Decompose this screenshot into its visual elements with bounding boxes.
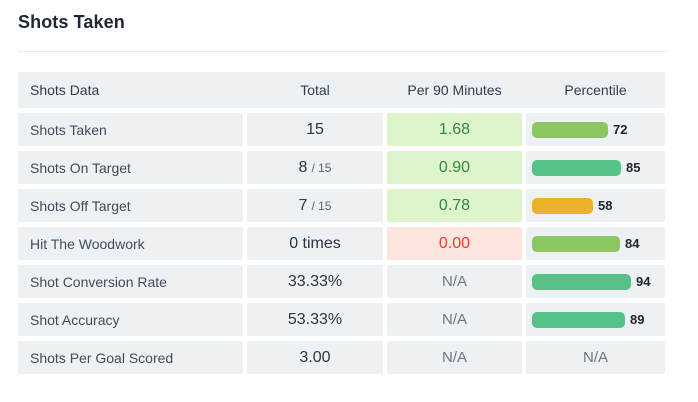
page-title: Shots Taken [18,12,125,32]
percentile-value: 94 [636,274,651,289]
table-row: Shot Conversion Rate 33.33% N/A 94 [18,265,665,298]
total-value: 3.00 [247,341,383,374]
table-row: Shots Off Target 7 / 15 0.78 58 [18,189,665,222]
total-value: 8 / 15 [247,151,383,184]
table-row: Shot Accuracy 53.33% N/A 89 [18,303,665,336]
total-main-value: 33.33% [287,272,343,290]
percentile-cell: 84 [526,227,665,260]
percentile-value: 84 [625,236,640,251]
total-main-value: 15 [306,120,324,138]
table-row: Shots Taken 15 1.68 72 [18,113,665,146]
stat-label: Shots Taken [18,113,243,146]
col-header-shots-data: Shots Data [30,82,100,98]
percentile-bar [532,235,620,252]
shots-widget: Shots Taken Shots Data Total Per 90 Minu… [18,12,667,374]
percentile-bar [532,159,621,176]
percentile-na-value: N/A [582,349,608,366]
table-row: Hit The Woodwork 0 times 0.00 84 [18,227,665,260]
per-90-value: N/A [387,303,522,336]
percentile-cell: N/A [526,341,665,374]
stat-label: Shots Off Target [18,189,243,222]
percentile-cell: 89 [526,303,665,336]
percentile-bar [532,311,625,328]
table-row: Shots On Target 8 / 15 0.90 85 [18,151,665,184]
col-header-per-90-minutes: Per 90 Minutes [407,82,502,98]
percentile-cell: 94 [526,265,665,298]
stat-label: Shots Per Goal Scored [18,341,243,374]
total-value: 0 times [247,227,383,260]
total-main-value: 3.00 [299,348,331,366]
table-body: Shots Taken 15 1.68 72 Shots On Target 8… [18,113,665,374]
percentile-bar [532,121,608,138]
col-header-percentile: Percentile [564,82,627,98]
total-value: 53.33% [247,303,383,336]
percentile-value: 89 [630,312,645,327]
col-header-total: Total [300,82,330,98]
percentile-bar [532,197,593,214]
total-main-value: 7 [298,196,308,214]
stat-label: Shot Accuracy [18,303,243,336]
total-value: 15 [247,113,383,146]
percentile-value: 72 [613,122,628,137]
percentile-cell: 58 [526,189,665,222]
per-90-value: 1.68 [387,113,522,146]
total-suffix-value: / 15 [311,198,332,213]
percentile-value: 85 [626,160,641,175]
total-main-value: 8 [298,158,308,176]
total-value: 33.33% [247,265,383,298]
percentile-bar [532,273,631,290]
table-row: Shots Per Goal Scored 3.00 N/A N/A [18,341,665,374]
per-90-value: N/A [387,341,522,374]
percentile-cell: 72 [526,113,665,146]
per-90-value: N/A [387,265,522,298]
total-value: 7 / 15 [247,189,383,222]
stat-label: Hit The Woodwork [18,227,243,260]
total-main-value: 53.33% [287,310,343,328]
percentile-value: 58 [598,198,613,213]
total-suffix-value: / 15 [311,160,332,175]
stat-label: Shots On Target [18,151,243,184]
table-header: Shots Data Total Per 90 Minutes Percenti… [18,72,665,108]
per-90-value: 0.00 [387,227,522,260]
per-90-value: 0.90 [387,151,522,184]
per-90-value: 0.78 [387,189,522,222]
total-main-value: 0 times [289,234,341,252]
percentile-cell: 85 [526,151,665,184]
stats-table: Shots Data Total Per 90 Minutes Percenti… [18,72,665,374]
title-divider [18,51,667,52]
stat-label: Shot Conversion Rate [18,265,243,298]
